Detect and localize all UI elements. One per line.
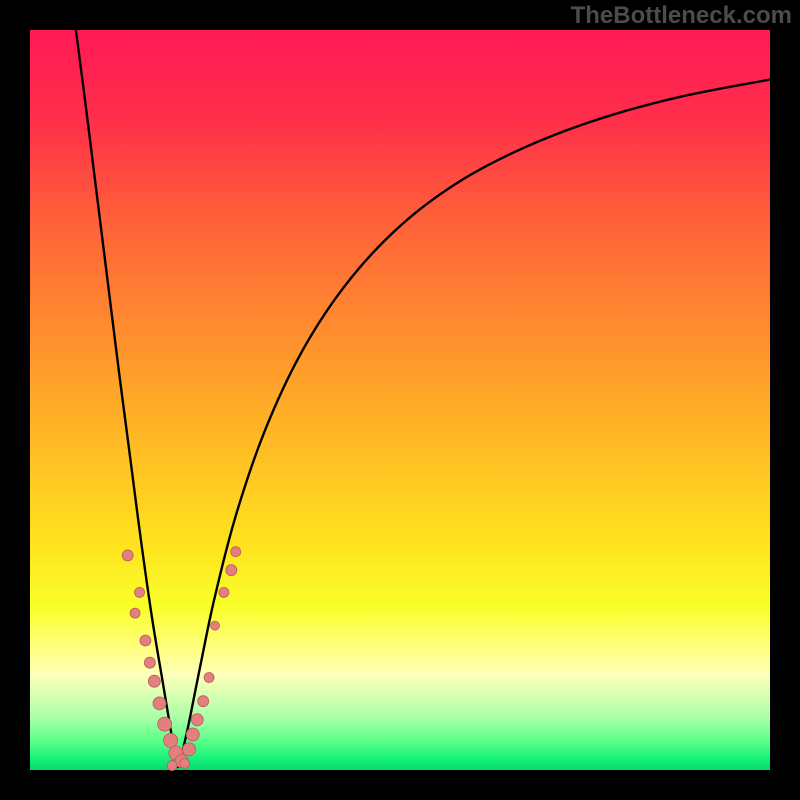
data-dot: [144, 657, 155, 668]
data-dot: [153, 697, 166, 710]
data-dot: [183, 743, 196, 756]
data-dot: [186, 728, 199, 741]
data-dot: [135, 587, 145, 597]
data-dot: [167, 761, 177, 771]
data-dot: [226, 565, 237, 576]
data-dot: [180, 758, 190, 768]
plot-svg: [0, 0, 800, 800]
data-dot: [211, 621, 220, 630]
data-dot: [191, 714, 203, 726]
data-dot: [158, 717, 172, 731]
data-dot: [122, 550, 133, 561]
data-dot: [140, 635, 151, 646]
data-dot: [164, 733, 178, 747]
root-container: TheBottleneck.com: [0, 0, 800, 800]
data-dot: [219, 587, 229, 597]
data-dot: [204, 673, 214, 683]
data-dot: [198, 696, 209, 707]
data-dot: [231, 547, 241, 557]
attribution-text: TheBottleneck.com: [571, 2, 792, 30]
data-dot: [148, 675, 160, 687]
bottleneck-curve: [76, 30, 770, 767]
data-dot: [130, 608, 140, 618]
